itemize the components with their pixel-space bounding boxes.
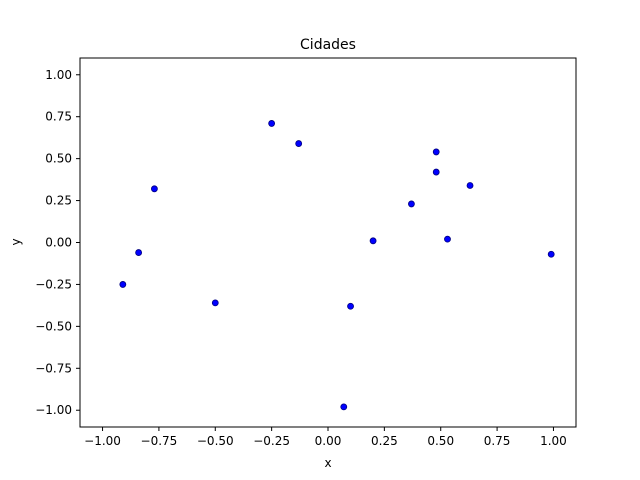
data-point <box>135 249 143 256</box>
data-point <box>119 281 127 288</box>
x-tick-label: 1.00 <box>540 434 567 448</box>
y-tick-label: −0.25 <box>35 277 72 291</box>
x-axis-label: x <box>324 456 331 470</box>
x-tick-label: 0.75 <box>484 434 511 448</box>
x-tick-label: 0.00 <box>315 434 342 448</box>
data-point <box>369 237 377 245</box>
y-tick-label: −1.00 <box>35 403 72 417</box>
data-point <box>466 182 474 189</box>
x-tick-label: −0.50 <box>197 434 234 448</box>
chart-title: Cidades <box>300 37 356 53</box>
data-point <box>150 185 158 193</box>
y-tick-label: 1.00 <box>45 68 72 82</box>
y-tick-label: 0.50 <box>45 152 72 166</box>
data-point <box>268 120 276 127</box>
data-point <box>432 148 440 156</box>
y-tick-label: 0.75 <box>45 110 72 124</box>
data-point <box>444 235 451 243</box>
x-tick-label: −0.75 <box>141 434 178 448</box>
data-point <box>408 200 415 208</box>
data-point <box>295 140 303 147</box>
x-tick-label: 0.25 <box>371 434 398 448</box>
data-point <box>547 250 555 258</box>
y-axis-label: y <box>9 238 23 245</box>
data-point <box>347 302 354 310</box>
plot-area: −1.00 −0.75 −0.50 −0.25 0.00 0.25 0.50 0.75 1.00… <box>35 57 577 448</box>
x-tick-label: 0.50 <box>427 434 454 448</box>
y-tick-label: −0.50 <box>35 319 72 333</box>
data-point <box>432 168 440 176</box>
data-point <box>340 403 348 411</box>
x-tick-label: −1.00 <box>84 434 121 448</box>
y-tick-label: 0.25 <box>45 194 72 208</box>
data-point <box>211 299 219 307</box>
y-tick-label: 0.00 <box>45 236 72 250</box>
y-tick-label: −0.75 <box>35 361 72 375</box>
x-tick-label: −0.25 <box>253 434 290 448</box>
